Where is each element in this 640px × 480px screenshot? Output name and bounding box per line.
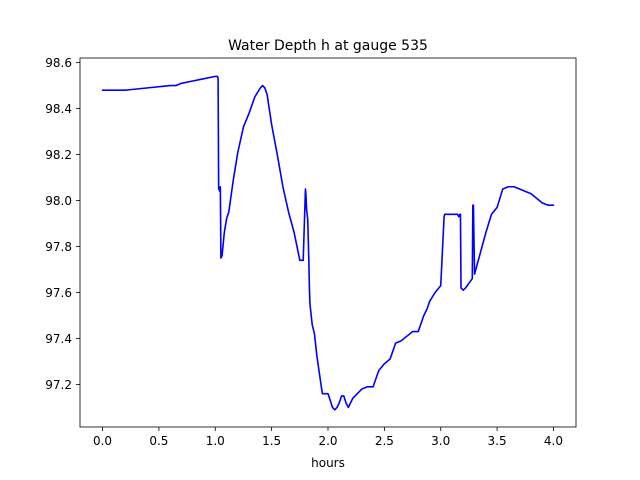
y-tick-label: 98.4 xyxy=(45,102,72,116)
x-tick-label: 4.0 xyxy=(544,434,563,448)
chart-title: Water Depth h at gauge 535 xyxy=(228,38,428,54)
x-tick-label: 3.0 xyxy=(431,434,450,448)
x-tick-label: 1.5 xyxy=(262,434,281,448)
x-axis-title: hours xyxy=(311,456,345,470)
x-tick-label: 2.0 xyxy=(318,434,337,448)
x-tick-label: 0.0 xyxy=(93,434,112,448)
y-axis: 97.2 97.4 97.6 97.8 98.0 98.2 98.4 98.6 xyxy=(45,56,80,392)
y-tick-label: 97.4 xyxy=(45,332,72,346)
y-tick-label: 97.8 xyxy=(45,240,72,254)
y-tick-label: 98.2 xyxy=(45,148,72,162)
y-tick-label: 98.6 xyxy=(45,56,72,70)
x-tick-label: 1.0 xyxy=(206,434,225,448)
x-tick-label: 3.5 xyxy=(488,434,507,448)
x-tick-label: 2.5 xyxy=(375,434,394,448)
series-line-0 xyxy=(101,75,555,411)
x-axis: 0.0 0.5 1.0 1.5 2.0 2.5 3.0 3.5 4.0 xyxy=(93,427,563,448)
x-tick-label: 0.5 xyxy=(149,434,168,448)
y-tick-label: 97.2 xyxy=(45,378,72,392)
y-tick-label: 97.6 xyxy=(45,286,72,300)
y-tick-label: 98.0 xyxy=(45,194,72,208)
